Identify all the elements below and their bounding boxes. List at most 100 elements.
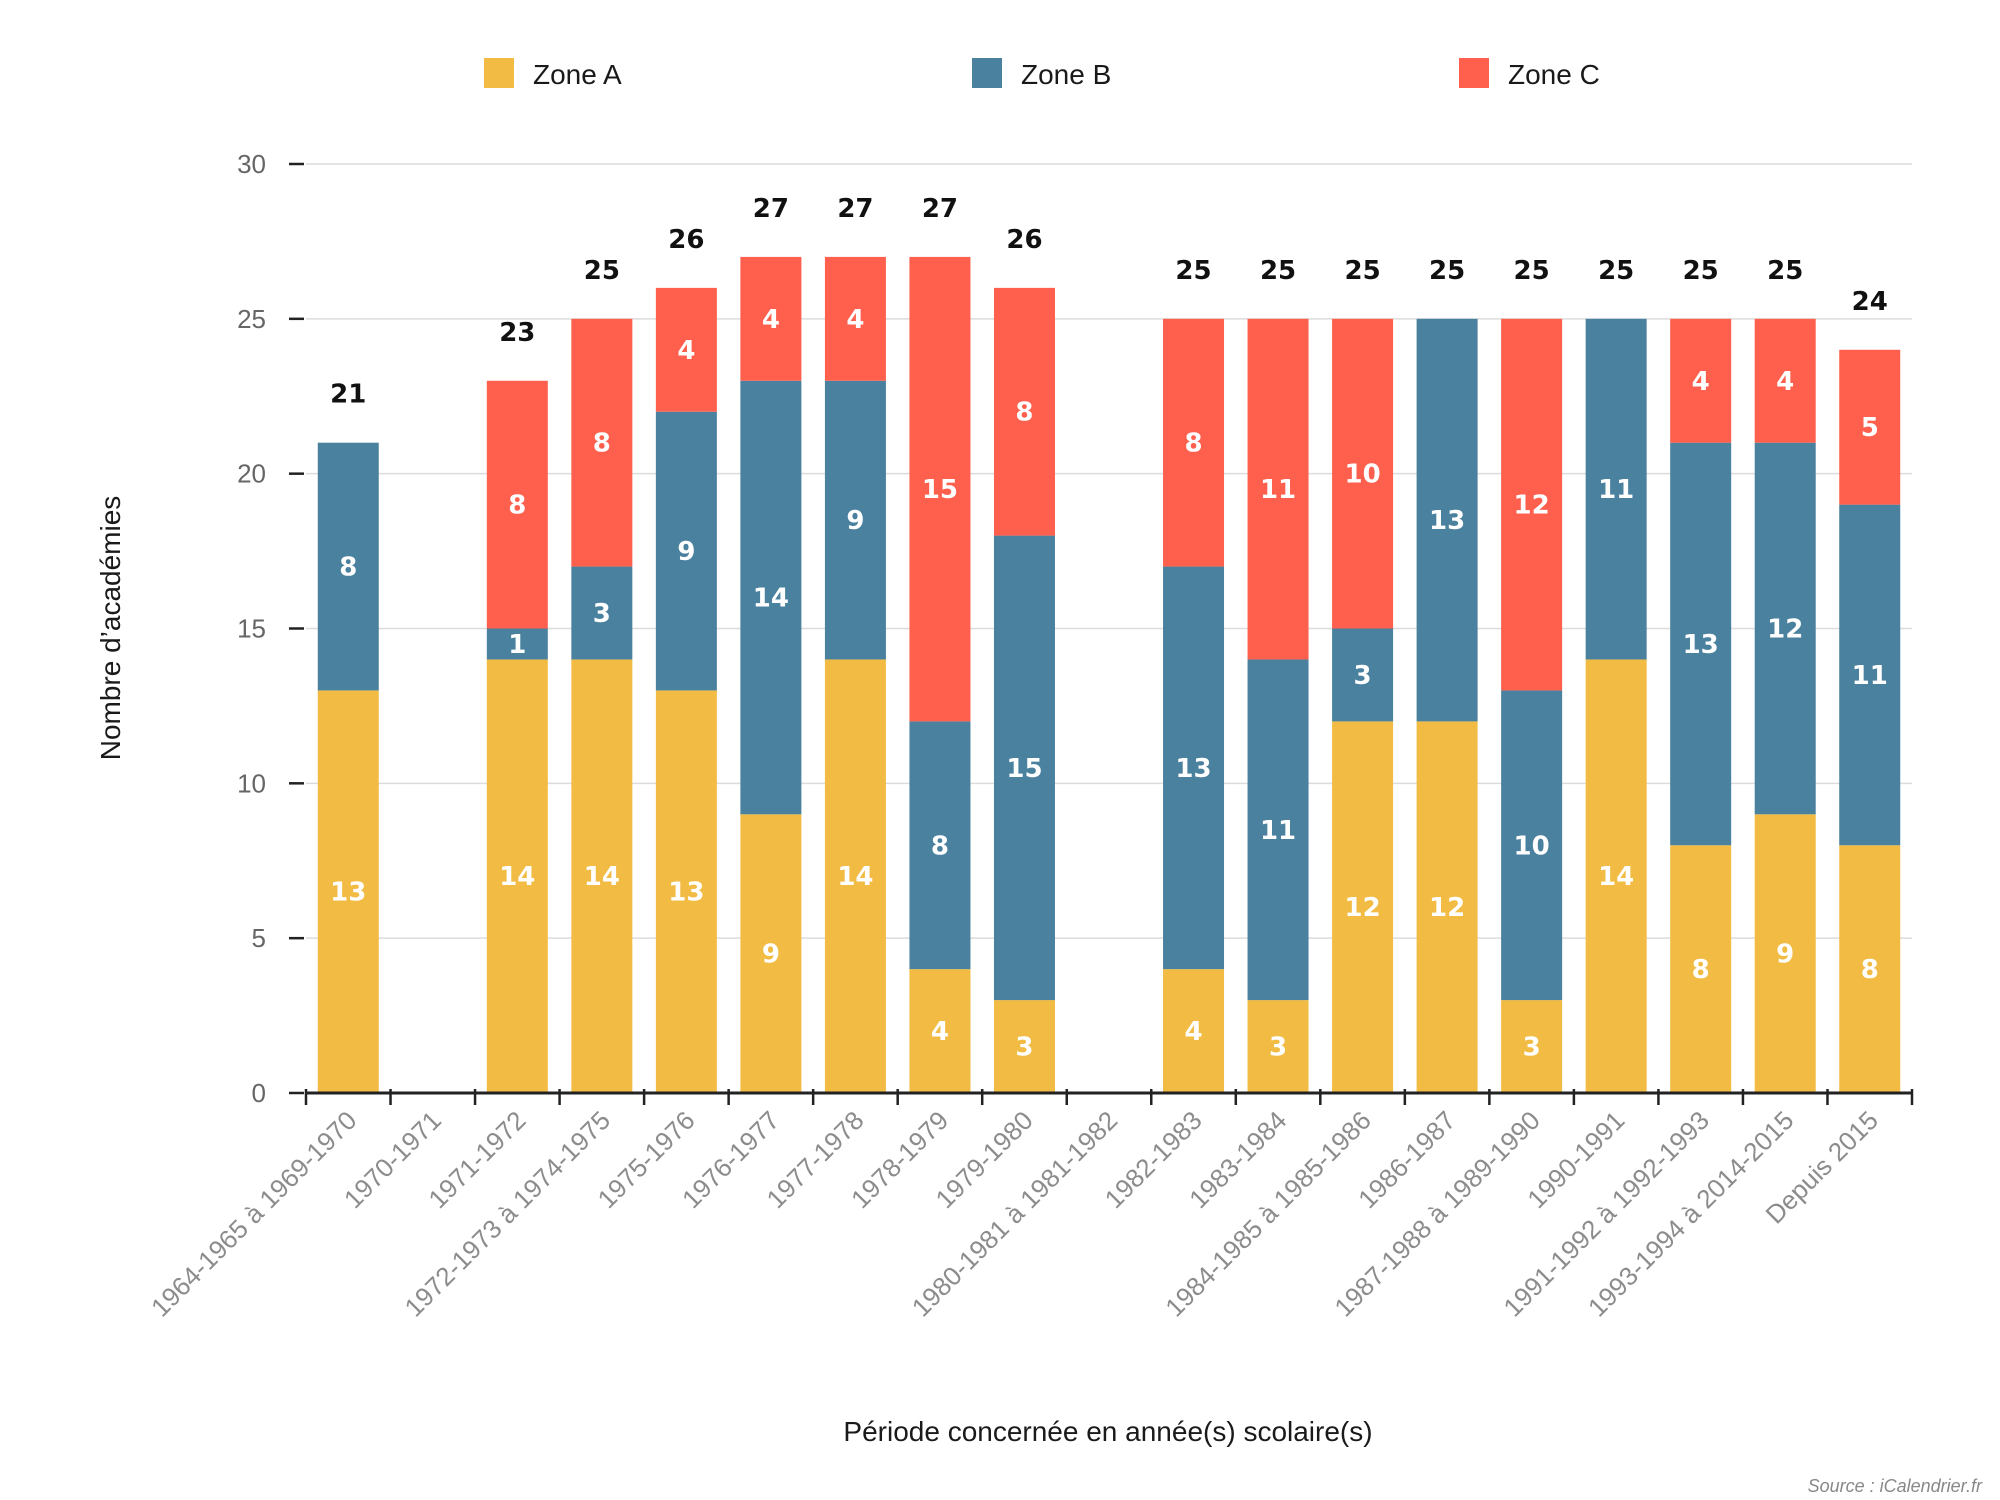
segment-value-label: 13 [330, 878, 366, 908]
bar-segment-zone-c [655, 287, 717, 412]
bars: 13 8 21 14 1 8 23 14 3 8 25 13 9 4 26 9 14 4 27 14 9 4 27 4 8 15 2… [317, 194, 1901, 1093]
bar-total-label: 24 [1852, 287, 1888, 317]
segment-value-label: 12 [1429, 893, 1465, 923]
bar-total-label: 23 [499, 318, 535, 348]
bar-total-label: 21 [330, 380, 366, 410]
segment-value-label: 15 [922, 475, 958, 505]
segment-value-label: 11 [1260, 816, 1296, 846]
bar-segment-zone-b [1247, 659, 1309, 1001]
bar-segment-zone-c [993, 287, 1055, 536]
legend-swatch-2 [972, 58, 1002, 88]
segment-value-label: 3 [593, 599, 611, 629]
segment-value-label: 8 [508, 491, 526, 521]
bar-segment-zone-a [571, 659, 633, 1093]
bar-total-label: 27 [837, 194, 873, 224]
segment-value-label: 8 [1861, 955, 1879, 985]
bar-segment-zone-a [1163, 969, 1225, 1093]
legend-label-3: Zone C [1508, 59, 1600, 90]
bar-segment-zone-a [1501, 1000, 1563, 1093]
segment-value-label: 4 [846, 305, 864, 335]
segment-value-label: 8 [1015, 398, 1033, 428]
segment-value-label: 15 [1006, 754, 1042, 784]
segment-value-label: 4 [1776, 367, 1794, 397]
bar-total-label: 25 [584, 256, 620, 286]
y-tick-label: 5 [252, 923, 266, 953]
y-axis-title: Nombre d’académies [95, 496, 126, 761]
y-tick-label: 10 [237, 768, 266, 798]
bar-segment-zone-a [655, 690, 717, 1093]
segment-value-label: 4 [762, 305, 780, 335]
bar-segment-zone-c [824, 256, 886, 381]
bar-segment-zone-b [1585, 318, 1647, 660]
segment-value-label: 12 [1344, 893, 1380, 923]
bar-total-label: 26 [668, 225, 704, 255]
bar-segment-zone-a [824, 659, 886, 1093]
segment-value-label: 10 [1514, 831, 1550, 861]
x-axis-title: Période concernée en année(s) scolaire(s… [843, 1416, 1372, 1447]
segment-value-label: 5 [1861, 413, 1879, 443]
segment-value-label: 13 [668, 878, 704, 908]
y-tick-label: 20 [237, 459, 266, 489]
bar-segment-zone-c [740, 256, 802, 381]
bar-total-label: 27 [753, 194, 789, 224]
segment-value-label: 4 [677, 336, 695, 366]
y-axis: 0 5 10 15 20 25 30 [237, 149, 304, 1108]
segment-value-label: 3 [1354, 661, 1372, 691]
segment-value-label: 3 [1269, 1033, 1287, 1063]
bar-segment-zone-c [909, 256, 971, 722]
bar-total-label: 27 [922, 194, 958, 224]
bar-segment-zone-b [1839, 504, 1901, 846]
segment-value-label: 9 [1776, 940, 1794, 970]
segment-value-label: 14 [499, 862, 535, 892]
x-axis: 1964-1965 à 1969-19701970-19711971-19721… [145, 1089, 1914, 1323]
segment-value-label: 4 [1692, 367, 1710, 397]
segment-value-label: 8 [1692, 955, 1710, 985]
bar-total-label: 25 [1344, 256, 1380, 286]
bar-segment-zone-b [740, 380, 802, 815]
bar-segment-zone-a [317, 690, 379, 1093]
bar-segment-zone-c [1163, 318, 1225, 567]
segment-value-label: 4 [931, 1017, 949, 1047]
segment-value-label: 13 [1175, 754, 1211, 784]
bar-segment-zone-a [1754, 814, 1816, 1093]
bar-segment-zone-b [1416, 318, 1478, 722]
legend: Zone A Zone B Zone C [484, 58, 1600, 90]
legend-swatch-3 [1459, 58, 1489, 88]
segment-value-label: 9 [846, 506, 864, 536]
bar-segment-zone-a [1670, 845, 1732, 1093]
bar-segment-zone-b [1501, 690, 1563, 1001]
bar-segment-zone-a [1247, 1000, 1309, 1093]
bar-segment-zone-a [1416, 721, 1478, 1093]
legend-label-2: Zone B [1021, 59, 1111, 90]
bar-segment-zone-a [1332, 721, 1394, 1093]
bar-total-label: 25 [1767, 256, 1803, 286]
bar-total-label: 25 [1429, 256, 1465, 286]
bar-segment-zone-b [571, 566, 633, 660]
segment-value-label: 14 [1598, 862, 1634, 892]
bar-segment-zone-a [1839, 845, 1901, 1093]
segment-value-label: 10 [1344, 460, 1380, 490]
segment-value-label: 14 [753, 584, 789, 614]
bar-segment-zone-b [1163, 566, 1225, 970]
bar-total-label: 26 [1006, 225, 1042, 255]
y-tick-label: 0 [252, 1078, 266, 1108]
segment-value-label: 12 [1767, 615, 1803, 645]
bar-segment-zone-c [571, 318, 633, 567]
bar-segment-zone-c [1839, 349, 1901, 505]
bar-segment-zone-c [1754, 318, 1816, 443]
segment-value-label: 12 [1514, 491, 1550, 521]
segment-value-label: 13 [1429, 506, 1465, 536]
bar-segment-zone-c [1247, 318, 1309, 660]
segment-value-label: 3 [1523, 1033, 1541, 1063]
bar-total-label: 25 [1683, 256, 1719, 286]
bar-segment-zone-b [909, 721, 971, 970]
bar-segment-zone-b [317, 442, 379, 691]
bar-segment-zone-b [1332, 628, 1394, 722]
segment-value-label: 11 [1852, 661, 1888, 691]
segment-value-label: 11 [1260, 475, 1296, 505]
bar-segment-zone-b [993, 535, 1055, 1001]
bar-segment-zone-c [1670, 318, 1732, 443]
bar-total-label: 25 [1514, 256, 1550, 286]
segment-value-label: 4 [1184, 1017, 1202, 1047]
